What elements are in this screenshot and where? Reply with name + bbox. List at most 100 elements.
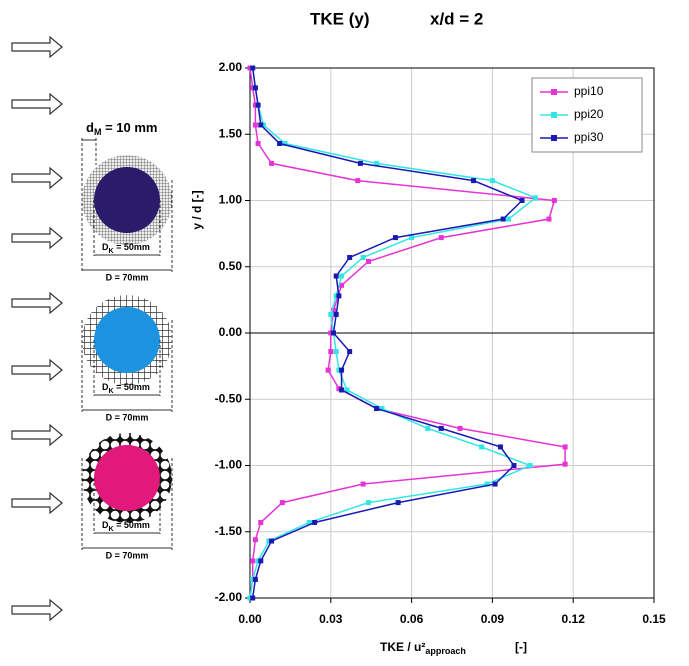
x-tick-label: 0.00 <box>238 612 262 626</box>
outer-dim-label: D = 70mm <box>106 272 149 282</box>
core <box>94 167 160 233</box>
data-point <box>250 576 256 582</box>
data-point <box>357 160 363 166</box>
data-point <box>392 235 398 241</box>
data-point <box>250 558 256 564</box>
data-point <box>252 576 258 582</box>
data-point <box>471 178 477 184</box>
y-tick-label: -1.50 <box>215 524 243 538</box>
data-point <box>255 558 261 564</box>
legend-marker <box>551 112 557 118</box>
x-label-main: TKE / u² <box>380 640 425 654</box>
data-point <box>252 102 258 108</box>
inner-rest: = 50mm <box>114 242 150 252</box>
data-point <box>489 178 495 184</box>
data-point <box>511 463 517 468</box>
legend-label: ppi20 <box>574 107 604 121</box>
inner-dim-label: DK = 50mm <box>102 382 150 394</box>
data-point <box>336 293 342 299</box>
data-point <box>333 311 339 317</box>
data-point <box>258 122 264 128</box>
data-point <box>252 85 258 91</box>
y-tick-label: -1.00 <box>215 458 243 472</box>
dm-label: dM = 10 mm <box>86 120 157 137</box>
inner-dim-label: DK = 50mm <box>102 520 150 532</box>
flow-arrows <box>11 35 63 622</box>
x-tick-label: 0.09 <box>481 612 505 626</box>
data-point <box>374 160 380 166</box>
data-point <box>258 558 264 564</box>
inner-dim-label: DK = 50mm <box>102 242 150 254</box>
data-point <box>438 425 444 431</box>
legend-marker <box>551 89 557 95</box>
data-point <box>333 349 339 355</box>
data-point <box>379 406 385 412</box>
data-point <box>492 481 498 487</box>
data-point <box>344 387 350 393</box>
dm-main: d <box>86 120 94 135</box>
data-point <box>562 461 568 467</box>
series-line <box>249 67 566 599</box>
y-tick-label: -2.00 <box>215 590 243 604</box>
core <box>94 307 160 373</box>
annotation: x/d = 2 <box>430 9 483 28</box>
data-point <box>328 311 334 317</box>
inner-rest: = 50mm <box>114 520 150 530</box>
data-point <box>330 330 336 336</box>
data-point <box>336 386 342 392</box>
inner-main: D <box>102 382 109 392</box>
data-point <box>425 425 431 431</box>
dm-rest: = 10 mm <box>101 120 157 135</box>
data-point <box>360 254 366 260</box>
x-tick-label: 0.03 <box>319 612 343 626</box>
y-tick-label: 1.50 <box>219 126 243 140</box>
data-point <box>333 273 339 279</box>
data-point <box>266 538 272 544</box>
data-point <box>252 122 258 128</box>
data-point <box>339 273 345 279</box>
inner-sub: K <box>109 526 114 533</box>
x-label-sub: approach <box>425 646 466 656</box>
data-point <box>269 538 275 544</box>
x-tick-label: 0.12 <box>562 612 586 626</box>
data-point <box>282 141 288 147</box>
data-point <box>255 102 261 108</box>
y-tick-label: -0.50 <box>215 391 243 405</box>
x-axis-label: TKE / u²approach <box>380 640 466 656</box>
data-point <box>500 216 506 222</box>
data-point <box>532 195 538 201</box>
data-point <box>519 198 525 203</box>
data-point <box>339 387 345 393</box>
data-point <box>306 519 312 525</box>
data-point <box>409 235 415 241</box>
data-point <box>347 349 353 355</box>
y-tick-label: 2.00 <box>219 60 243 74</box>
data-point <box>562 444 568 450</box>
core <box>94 445 160 511</box>
x-axis-unit: [-] <box>515 640 527 654</box>
data-point <box>484 481 490 487</box>
data-point <box>269 160 275 166</box>
inner-main: D <box>102 242 109 252</box>
inner-sub: K <box>109 248 114 255</box>
data-point <box>506 216 512 222</box>
outer-dim-label: D = 70mm <box>106 550 149 560</box>
data-point <box>255 141 261 147</box>
data-point <box>333 293 339 299</box>
data-point <box>250 65 256 71</box>
data-point <box>339 282 345 288</box>
data-point <box>360 481 366 487</box>
data-point <box>277 141 283 147</box>
data-point <box>247 65 253 71</box>
data-point <box>252 537 258 543</box>
data-point <box>312 519 318 525</box>
outer-dim-label: D = 70mm <box>106 412 149 422</box>
data-point <box>497 444 503 450</box>
data-point <box>330 307 336 313</box>
data-point <box>260 122 266 128</box>
data-point <box>328 349 334 355</box>
data-point <box>250 85 256 91</box>
inner-sub: K <box>109 388 114 395</box>
data-point <box>366 500 372 506</box>
